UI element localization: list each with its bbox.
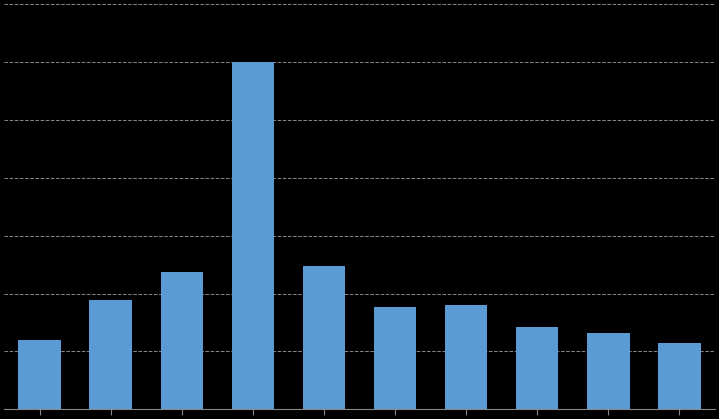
Bar [374,308,416,409]
Bar [587,334,630,409]
Bar [445,305,487,409]
Bar [19,340,61,409]
Bar [303,266,345,409]
Bar [658,343,700,409]
Bar [516,327,559,409]
Bar [232,62,274,409]
Bar [160,272,203,409]
Bar [89,300,132,409]
